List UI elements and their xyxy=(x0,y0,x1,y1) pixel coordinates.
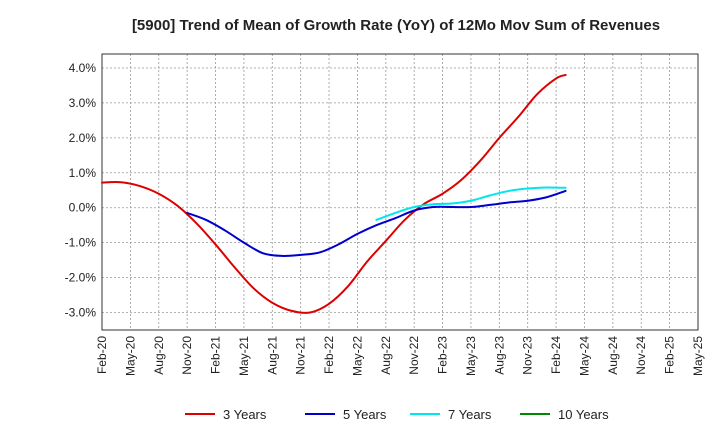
x-tick-label: May-21 xyxy=(237,336,251,376)
x-tick-label: May-23 xyxy=(464,336,478,376)
y-tick-label: 3.0% xyxy=(69,96,97,110)
x-tick-label: Feb-20 xyxy=(95,336,109,374)
x-tick-label: Feb-21 xyxy=(209,336,223,374)
x-tick-label: Feb-25 xyxy=(663,336,677,374)
series-line-7-years xyxy=(375,186,567,221)
x-axis-ticks: Feb-20 May-20 Aug-20 Nov-20 Feb-21 May-21 Aug-… xyxy=(95,336,705,376)
x-tick-label: Feb-22 xyxy=(322,336,336,374)
chart-title: [5900] Trend of Mean of Growth Rate (YoY… xyxy=(132,17,660,34)
x-tick-label: Aug-22 xyxy=(379,336,393,375)
series-lines xyxy=(101,73,567,314)
x-tick-label: May-22 xyxy=(350,336,364,376)
legend-label-10-years: 10 Years xyxy=(558,407,609,422)
y-tick-label: 1.0% xyxy=(69,166,97,180)
x-tick-label: Nov-24 xyxy=(634,336,648,375)
x-tick-label: Aug-20 xyxy=(152,336,166,375)
legend-label-5-years: 5 Years xyxy=(343,407,387,422)
x-tick-label: May-20 xyxy=(123,336,137,376)
legend: 3 Years 5 Years 7 Years 10 Years xyxy=(185,407,609,422)
y-tick-label: 4.0% xyxy=(69,61,97,75)
x-tick-label: Nov-21 xyxy=(294,336,308,375)
x-tick-label: Aug-24 xyxy=(606,336,620,375)
x-tick-label: Feb-24 xyxy=(549,336,563,374)
x-tick-label: Nov-22 xyxy=(407,336,421,375)
x-tick-label: May-24 xyxy=(577,336,591,376)
series-line-3-years xyxy=(101,73,567,314)
x-tick-label: Aug-23 xyxy=(492,336,506,375)
x-tick-label: Feb-23 xyxy=(436,336,450,374)
y-tick-label: 0.0% xyxy=(69,201,97,215)
y-tick-label: 2.0% xyxy=(69,131,97,145)
legend-label-7-years: 7 Years xyxy=(448,407,492,422)
series-line-5-years xyxy=(186,189,567,257)
y-tick-label: -1.0% xyxy=(65,236,97,250)
x-tick-label: Nov-23 xyxy=(521,336,535,375)
grid-lines xyxy=(101,54,699,330)
x-tick-label: May-25 xyxy=(691,336,705,376)
plot-area xyxy=(101,53,699,331)
x-tick-label: Aug-21 xyxy=(265,336,279,375)
y-tick-label: -3.0% xyxy=(65,306,97,320)
x-tick-label: Nov-20 xyxy=(180,336,194,375)
legend-label-3-years: 3 Years xyxy=(223,407,267,422)
y-tick-label: -2.0% xyxy=(65,271,97,285)
y-axis-ticks: 4.0% 3.0% 2.0% 1.0% 0.0% -1.0% -2.0% -3.0% xyxy=(65,61,97,320)
